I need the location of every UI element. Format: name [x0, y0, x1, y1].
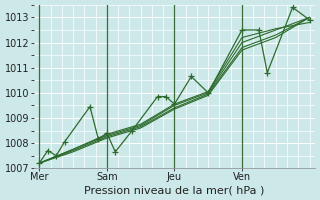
X-axis label: Pression niveau de la mer( hPa ): Pression niveau de la mer( hPa ) — [84, 185, 265, 195]
